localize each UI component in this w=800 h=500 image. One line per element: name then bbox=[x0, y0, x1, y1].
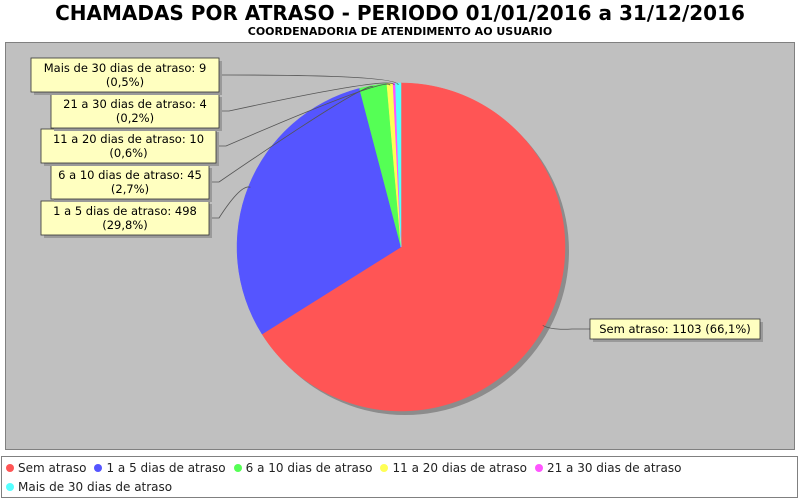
label-leader-line bbox=[542, 325, 590, 330]
legend-item: Sem atraso bbox=[6, 459, 86, 478]
legend-color-dot bbox=[6, 483, 14, 491]
legend-item: 11 a 20 dias de atraso bbox=[380, 459, 527, 478]
legend-color-dot bbox=[534, 464, 543, 472]
legend-label: 1 a 5 dias de atraso bbox=[106, 461, 226, 475]
slice-label: 6 a 10 dias de atraso: 45 (2,7%) bbox=[58, 168, 202, 196]
slice-label: Sem atraso: 1103 (66,1%) bbox=[599, 322, 751, 336]
legend-item: 21 a 30 dias de atraso bbox=[534, 459, 682, 478]
label-leader-line bbox=[216, 83, 391, 147]
slice-label-box bbox=[50, 93, 220, 129]
slice-label-box bbox=[40, 128, 217, 164]
slice-label: Mais de 30 dias de atraso: 9 (0,5%) bbox=[44, 61, 207, 89]
legend-item: Mais de 30 dias de atraso bbox=[6, 478, 172, 497]
legend-color-dot bbox=[233, 464, 242, 472]
legend-item: 1 a 5 dias de atraso bbox=[94, 459, 226, 478]
pie-slice bbox=[395, 82, 402, 248]
slice-label: 21 a 30 dias de atraso: 4 (0,2%) bbox=[63, 97, 207, 125]
legend: Sem atraso 1 a 5 dias de atraso 6 a 10 dia… bbox=[1, 456, 798, 498]
plot-area: Sem atraso: 1103 (66,1%) 1 a 5 dias de at… bbox=[5, 42, 795, 450]
pie-chart: Sem atraso: 1103 (66,1%) 1 a 5 dias de at… bbox=[30, 57, 763, 415]
legend-color-dot bbox=[6, 464, 14, 472]
legend-label: Sem atraso bbox=[18, 461, 87, 475]
slice-label-box bbox=[30, 57, 220, 93]
label-leader-line bbox=[209, 186, 251, 219]
slice-label-box bbox=[50, 164, 210, 200]
chart-subtitle: COORDENADORIA DE ATENDIMENTO AO USUARIO bbox=[247, 25, 553, 38]
slice-label: 11 a 20 dias de atraso: 10 (0,6%) bbox=[53, 132, 204, 160]
legend-label: Mais de 30 dias de atraso bbox=[18, 480, 173, 494]
legend-item: 6 a 10 dias de atraso bbox=[233, 459, 373, 478]
slice-label: 1 a 5 dias de atraso: 498 (29,8%) bbox=[53, 204, 197, 232]
legend-label: 11 a 20 dias de atraso bbox=[392, 461, 527, 475]
chart-title: CHAMADAS POR ATRASO - PERIODO 01/01/2016… bbox=[55, 1, 745, 25]
slice-label-box bbox=[40, 200, 210, 236]
label-leader-line bbox=[209, 86, 374, 183]
legend-label: 21 a 30 dias de atraso bbox=[546, 461, 682, 475]
legend-label: 6 a 10 dias de atraso bbox=[245, 461, 373, 475]
label-leader-line bbox=[219, 74, 399, 86]
legend-color-dot bbox=[94, 464, 103, 472]
label-leader-line bbox=[219, 82, 395, 112]
legend-color-dot bbox=[380, 464, 389, 472]
slice-label-box bbox=[589, 318, 761, 340]
